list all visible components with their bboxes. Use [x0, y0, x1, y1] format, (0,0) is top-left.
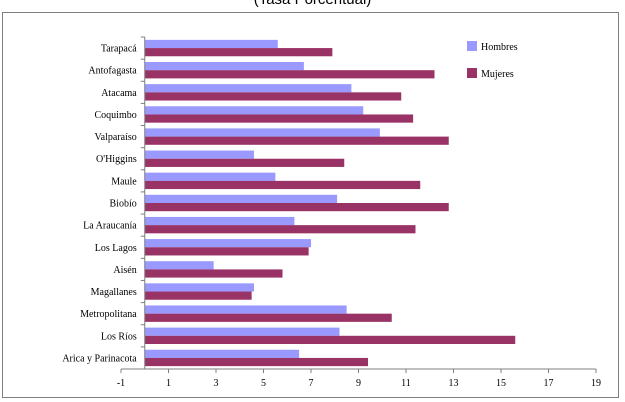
category-label: Arica y Parinacota [62, 353, 137, 364]
category-label: Tarapacá [101, 44, 137, 55]
bar-mujeres [144, 225, 416, 234]
category-label: Valparaíso [95, 132, 137, 143]
bar-hombres [144, 106, 364, 115]
bar-mujeres [144, 269, 283, 278]
category-label: Antofagasta [88, 66, 137, 77]
legend-label-hombres: Hombres [481, 42, 518, 53]
bar-hombres [144, 216, 295, 226]
category-label: Coquimbo [95, 110, 137, 121]
category-label: Magallanes [91, 287, 137, 298]
x-tick-label: 19 [591, 378, 601, 389]
bar-mujeres [144, 70, 435, 79]
category-label: Biobío [110, 199, 137, 210]
bar-hombres [144, 349, 300, 358]
legend-label-mujeres: Mujeres [481, 69, 514, 80]
category-label: Los Lagos [95, 243, 137, 254]
category-label: O'Higgins [96, 154, 137, 165]
category-label: Maule [111, 176, 137, 187]
chart-title: (Tasa Porcentual) [0, 0, 625, 8]
x-tick-label: 11 [401, 378, 411, 389]
bar-mujeres [144, 291, 252, 300]
bar-mujeres [144, 158, 345, 167]
bar-hombres [144, 305, 347, 314]
bar-hombres [144, 194, 338, 203]
legend-swatch-mujeres [467, 68, 477, 78]
x-tick-label: 17 [544, 378, 554, 389]
x-tick-label: 1 [166, 378, 171, 389]
bar-mujeres [144, 203, 449, 212]
bar-mujeres [144, 92, 402, 101]
bar-hombres [144, 62, 304, 71]
bar-mujeres [144, 136, 449, 145]
bar-mujeres [144, 313, 392, 322]
x-tick-label: 3 [214, 378, 219, 389]
bar-hombres [144, 327, 340, 336]
bar-mujeres [144, 357, 368, 367]
bar-hombres [144, 239, 311, 248]
bar-hombres [144, 84, 352, 93]
bar-mujeres [144, 335, 516, 344]
bar-hombres [144, 128, 380, 137]
category-label: La Araucanía [83, 221, 137, 232]
bar-hombres [144, 150, 254, 159]
category-label: Aisén [113, 265, 136, 276]
x-tick-label: 9 [356, 378, 361, 389]
bar-mujeres [144, 48, 333, 57]
category-label: Los Ríos [101, 331, 137, 342]
bar-hombres [144, 261, 214, 270]
bar-hombres [144, 172, 276, 181]
x-tick-label: 15 [496, 378, 506, 389]
x-tick-label: 13 [449, 378, 459, 389]
bar-hombres [144, 39, 278, 49]
x-tick-label: 7 [309, 378, 314, 389]
bar-mujeres [144, 114, 414, 123]
bar-mujeres [144, 180, 421, 190]
category-label: Atacama [101, 88, 137, 99]
x-tick-label: -1 [117, 378, 125, 389]
legend-swatch-hombres [467, 41, 477, 51]
x-tick-label: 5 [261, 378, 266, 389]
bar-hombres [144, 283, 254, 292]
category-label: Metropolitana [80, 309, 137, 320]
bar-mujeres [144, 247, 309, 256]
